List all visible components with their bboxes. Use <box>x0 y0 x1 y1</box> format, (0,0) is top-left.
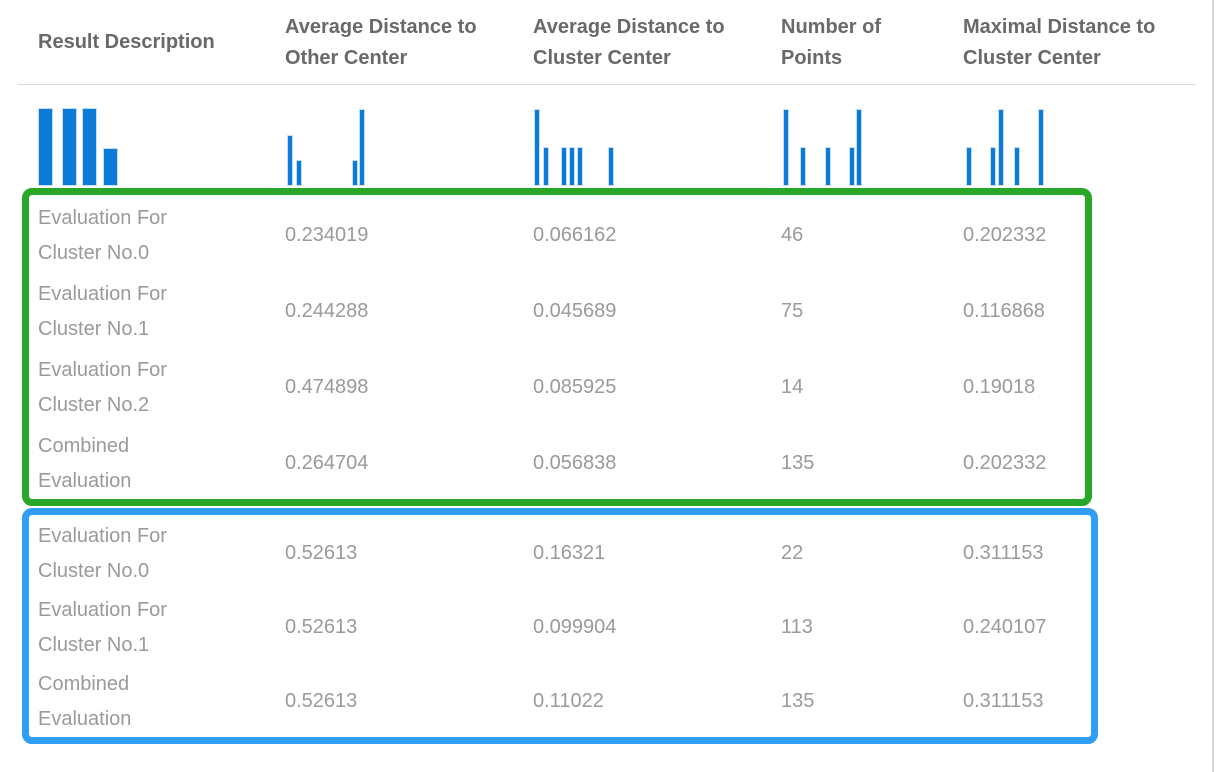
column-header-result-description: Result Description <box>38 31 215 53</box>
histogram-bar <box>990 147 996 186</box>
column-header-number-of-points: Number of Points <box>781 16 881 69</box>
result-description-line: Cluster No.0 <box>38 560 150 582</box>
value-cell: 113 <box>781 615 813 638</box>
table-row: Evaluation For Cluster No.1 0.52613 0.09990… <box>38 591 1091 665</box>
result-description-line: Evaluation For <box>38 283 167 305</box>
window-edge-line <box>1212 0 1214 772</box>
green-annotation-box: Evaluation For Cluster No.0 0.234019 0.0661… <box>22 188 1092 506</box>
histogram-bar <box>800 147 806 186</box>
histogram-bar <box>296 160 302 186</box>
histogram-bar <box>103 148 118 186</box>
value-cell: 0.311153 <box>963 541 1044 564</box>
value-cell: 135 <box>781 451 815 474</box>
histogram-bar <box>783 109 789 186</box>
value-cell: 0.202332 <box>963 451 1047 474</box>
histogram-bar <box>38 108 53 186</box>
result-description-line: Cluster No.0 <box>38 242 150 264</box>
histogram-bar <box>998 109 1004 186</box>
result-description-cell: Evaluation For Cluster No.1 <box>38 593 285 663</box>
histogram-bar <box>856 109 862 186</box>
column-header-avg-distance-other-center: Average Distance to Other Center <box>285 16 477 69</box>
blue-annotation-box: Evaluation For Cluster No.0 0.52613 0.16321… <box>22 508 1098 744</box>
column-header-max-distance-cluster-center: Maximal Distance to Cluster Center <box>963 16 1156 69</box>
table-row: Evaluation For Cluster No.1 0.244288 0.0456… <box>38 274 1085 350</box>
value-cell: 0.52613 <box>285 541 358 564</box>
result-description-cell: Evaluation For Cluster No.2 <box>38 353 285 423</box>
histogram-bar <box>82 108 97 186</box>
table-row: Combined Evaluation 0.264704 0.056838 135 0.2… <box>38 426 1085 502</box>
result-description-cell: Evaluation For Cluster No.0 <box>38 201 285 271</box>
histogram-1 <box>38 108 285 186</box>
histogram-bar <box>569 147 575 186</box>
value-cell: 0.264704 <box>285 451 369 474</box>
table-row: Combined Evaluation 0.52613 0.11022 135 0.311… <box>38 665 1091 739</box>
value-cell: 0.045689 <box>533 299 617 322</box>
histogram-bar <box>825 147 831 186</box>
value-cell: 0.11022 <box>533 689 604 712</box>
histogram-strip <box>38 108 1198 186</box>
result-description-line: Cluster No.1 <box>38 318 150 340</box>
result-description-cell: Evaluation For Cluster No.0 <box>38 519 285 589</box>
value-cell: 14 <box>781 375 804 398</box>
histogram-bar <box>352 160 358 186</box>
result-description-line: Cluster No.2 <box>38 394 150 416</box>
histogram-bar <box>287 135 293 186</box>
value-cell: 0.19018 <box>963 375 1036 398</box>
value-cell: 75 <box>781 299 804 322</box>
result-description-cell: Combined Evaluation <box>38 667 285 737</box>
value-cell: 0.234019 <box>285 223 369 246</box>
result-description-line: Cluster No.1 <box>38 634 150 656</box>
histogram-bar <box>966 147 972 186</box>
value-cell: 0.240107 <box>963 615 1047 638</box>
value-cell: 0.202332 <box>963 223 1047 246</box>
histogram-bar <box>608 147 614 186</box>
result-description-line: Evaluation <box>38 470 132 492</box>
result-description-line: Evaluation For <box>38 599 167 621</box>
histogram-bar <box>1038 109 1044 186</box>
table-row: Evaluation For Cluster No.0 0.234019 0.0661… <box>38 198 1085 274</box>
value-cell: 0.474898 <box>285 375 369 398</box>
table-header: Result Description Average Distance to O… <box>38 0 1198 85</box>
histogram-5 <box>963 108 1198 186</box>
value-cell: 0.116868 <box>963 299 1045 322</box>
histogram-bar <box>561 147 567 186</box>
histogram-bar <box>543 147 549 186</box>
histogram-bar <box>1014 147 1020 186</box>
result-description-cell: Combined Evaluation <box>38 429 285 499</box>
histogram-4 <box>781 108 963 186</box>
histogram-bar <box>534 109 540 186</box>
result-description-line: Combined <box>38 435 130 457</box>
histogram-bar <box>849 147 855 186</box>
value-cell: 0.52613 <box>285 615 358 638</box>
value-cell: 0.066162 <box>533 223 617 246</box>
value-cell: 0.056838 <box>533 451 617 474</box>
value-cell: 22 <box>781 541 804 564</box>
result-description-line: Evaluation For <box>38 359 167 381</box>
result-description-line: Combined <box>38 673 130 695</box>
table-row: Evaluation For Cluster No.2 0.474898 0.0859… <box>38 350 1085 426</box>
value-cell: 0.244288 <box>285 299 369 322</box>
value-cell: 0.16321 <box>533 541 606 564</box>
column-header-avg-distance-cluster-center: Average Distance to Cluster Center <box>533 16 725 69</box>
histogram-bar <box>62 108 77 186</box>
result-description-line: Evaluation <box>38 708 132 730</box>
value-cell: 0.52613 <box>285 689 358 712</box>
value-cell: 0.099904 <box>533 615 617 638</box>
value-cell: 0.311153 <box>963 689 1044 712</box>
table-row: Evaluation For Cluster No.0 0.52613 0.16321… <box>38 517 1091 591</box>
value-cell: 135 <box>781 689 815 712</box>
histogram-3 <box>533 108 781 186</box>
value-cell: 46 <box>781 223 804 246</box>
value-cell: 0.085925 <box>533 375 617 398</box>
result-description-cell: Evaluation For Cluster No.1 <box>38 277 285 347</box>
header-divider <box>18 84 1196 85</box>
result-description-line: Evaluation For <box>38 207 167 229</box>
histogram-2 <box>285 108 533 186</box>
histogram-bar <box>577 147 583 186</box>
result-description-line: Evaluation For <box>38 525 167 547</box>
histogram-bar <box>359 109 365 186</box>
